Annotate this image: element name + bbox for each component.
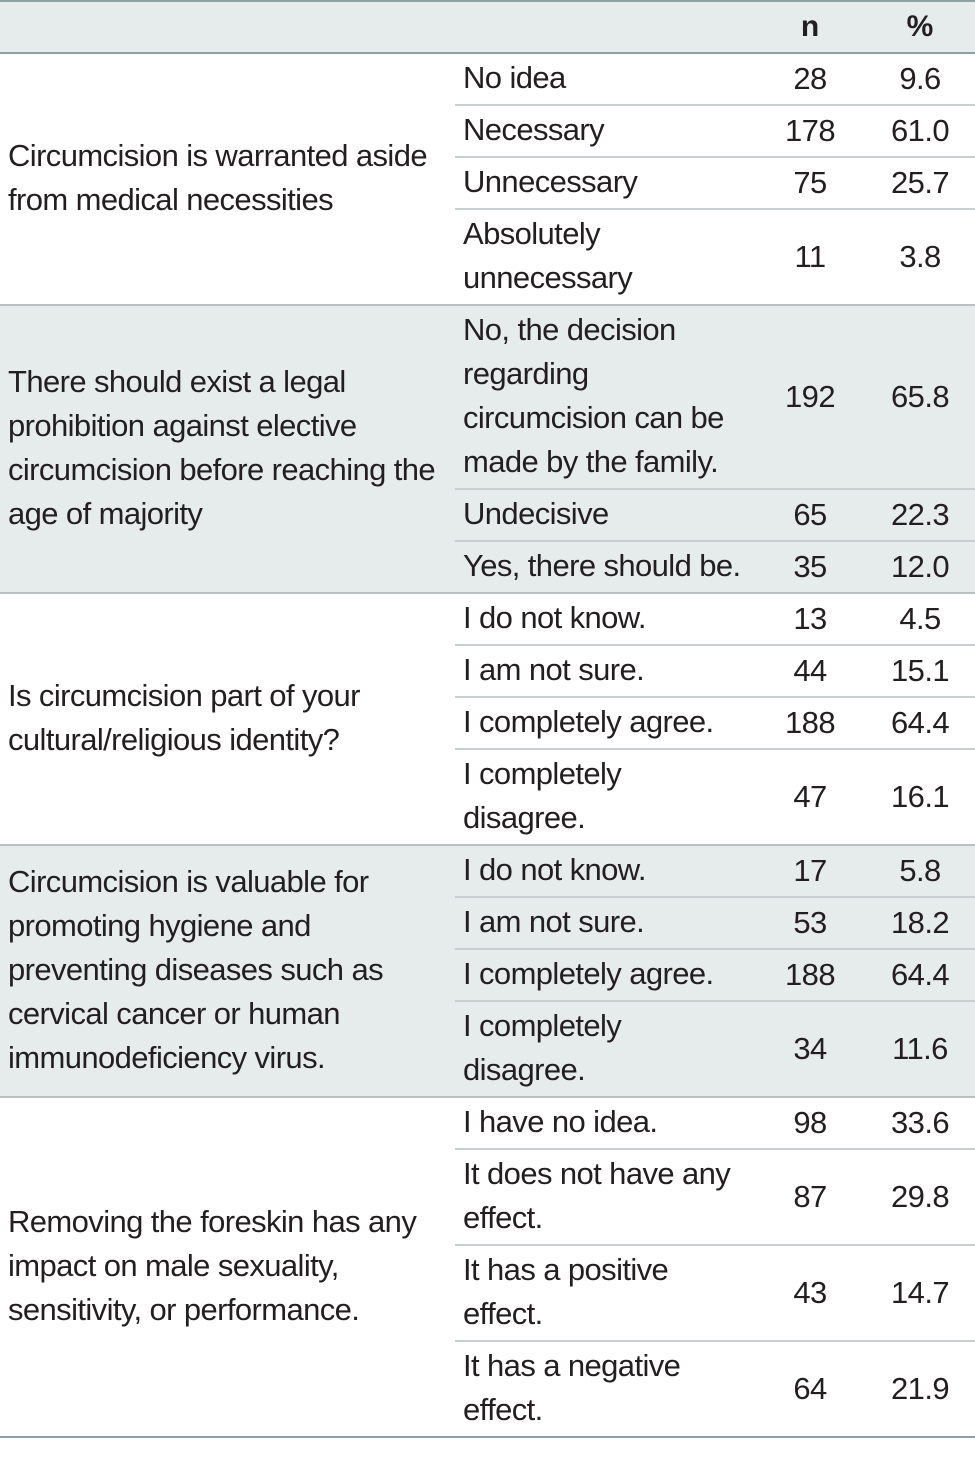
count-cell: 188 [755,696,865,749]
percent-cell: 64.4 [865,696,975,749]
header-n: n [755,0,865,54]
count-cell: 47 [755,748,865,845]
question-cell: Circumcision is valuable for promoting h… [8,864,384,1075]
count-cell: 28 [793,61,827,96]
percent-cell: 3.8 [865,208,975,305]
question-group: Circumcision is warranted aside from med… [0,53,975,305]
table-row: I completely agree. 188 64.4 [0,696,975,749]
response-cell: No idea [463,60,566,95]
table-row: Undecisive 65 22.3 [0,488,975,541]
table-row: Removing the foreskin has any impact on … [0,1097,975,1327]
percent-cell: 21.9 [865,1340,975,1437]
question-cell: There should exist a legal prohibition a… [8,364,436,531]
table-row: I am not sure. 44 15.1 [0,644,975,697]
percent-cell: 9.6 [899,61,941,96]
table-row: It does not have any effect. 87 29.8 [0,1148,975,1245]
question-group: Removing the foreskin has any impact on … [0,1097,975,1437]
question-group: There should exist a legal prohibition a… [0,305,975,593]
percent-cell: 5.8 [899,853,941,888]
response-cell: No, the decision regarding circumcision … [463,312,724,479]
percent-cell: 29.8 [865,1148,975,1245]
percent-cell: 16.1 [865,748,975,845]
question-cell: Is circumcision part of your cultural/re… [8,678,360,757]
response-cell: Absolutely unnecessary [455,208,755,305]
header-response [455,0,755,54]
percent-cell: 22.3 [865,488,975,541]
response-cell: I am not sure. [455,644,755,697]
question-cell: Removing the foreskin has any impact on … [8,1204,417,1327]
table-row: It has a positive effect. 43 14.7 [0,1244,975,1341]
response-cell: I completely agree. [455,696,755,749]
percent-cell: 61.0 [865,104,975,157]
percent-cell: 33.6 [891,1105,950,1140]
question-group: Is circumcision part of your cultural/re… [0,593,975,845]
table-row: I am not sure. 53 18.2 [0,896,975,949]
count-cell: 53 [755,896,865,949]
table-row: I completely disagree. 34 11.6 [0,1000,975,1097]
count-cell: 98 [793,1105,827,1140]
question-group: Circumcision is valuable for promoting h… [0,845,975,1097]
percent-cell: 15.1 [865,644,975,697]
percent-cell: 25.7 [865,156,975,209]
table-row: Circumcision is valuable for promoting h… [0,845,975,1075]
response-cell: It does not have any effect. [455,1148,755,1245]
table-row: Necessary 178 61.0 [0,104,975,157]
header-percent: % [865,0,975,54]
table-row: Absolutely unnecessary 11 3.8 [0,208,975,305]
table-row: I completely agree. 188 64.4 [0,948,975,1001]
count-cell: 35 [755,540,865,593]
response-cell: I do not know. [463,852,647,887]
percent-cell: 14.7 [865,1244,975,1341]
response-cell: I do not know. [463,600,647,635]
count-cell: 64 [755,1340,865,1437]
count-cell: 13 [793,601,827,636]
percent-cell: 64.4 [865,948,975,1001]
percent-cell: 18.2 [865,896,975,949]
percent-cell: 65.8 [891,379,950,414]
count-cell: 17 [793,853,827,888]
count-cell: 75 [755,156,865,209]
survey-table: n % Circumcision is warranted aside from… [0,0,975,1437]
count-cell: 44 [755,644,865,697]
percent-cell: 12.0 [865,540,975,593]
table-row: Circumcision is warranted aside from med… [0,53,975,217]
response-cell: I am not sure. [455,896,755,949]
header-row: n % [0,0,975,54]
response-cell: Yes, there should be. [455,540,755,593]
count-cell: 43 [755,1244,865,1341]
response-cell: Necessary [455,104,755,157]
table-row: I completely disagree. 47 16.1 [0,748,975,845]
table-row: Unnecessary 75 25.7 [0,156,975,209]
count-cell: 178 [755,104,865,157]
table-row: There should exist a legal prohibition a… [0,305,975,531]
count-cell: 34 [755,1000,865,1097]
response-cell: It has a negative effect. [455,1340,755,1437]
table-row: It has a negative effect. 64 21.9 [0,1340,975,1437]
percent-cell: 11.6 [865,1000,975,1097]
percent-cell: 4.5 [899,601,941,636]
header-question [0,0,455,54]
table-header: n % [0,0,975,54]
response-cell: I have no idea. [463,1104,658,1139]
table-row: Is circumcision part of your cultural/re… [0,593,975,757]
response-cell: Undecisive [455,488,755,541]
count-cell: 188 [755,948,865,1001]
response-cell: I completely agree. [455,948,755,1001]
response-cell: I completely disagree. [455,1000,755,1097]
count-cell: 87 [755,1148,865,1245]
response-cell: Unnecessary [455,156,755,209]
count-cell: 11 [755,208,865,305]
response-cell: It has a positive effect. [455,1244,755,1341]
question-cell: Circumcision is warranted aside from med… [8,138,428,217]
count-cell: 192 [785,379,836,414]
count-cell: 65 [755,488,865,541]
table-row: Yes, there should be. 35 12.0 [0,540,975,593]
response-cell: I completely disagree. [455,748,755,845]
